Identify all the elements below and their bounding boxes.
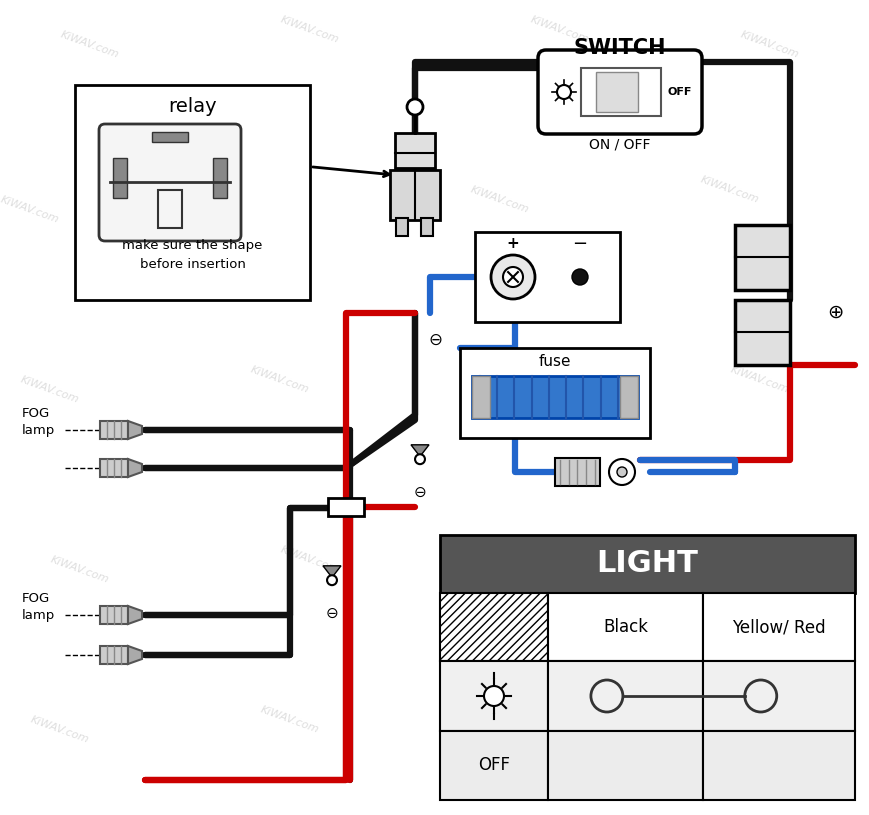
Circle shape (327, 575, 336, 585)
Text: make sure the shape
before insertion: make sure the shape before insertion (123, 239, 262, 271)
Text: OFF: OFF (667, 87, 692, 97)
Circle shape (608, 459, 634, 485)
Text: KiWAV.com: KiWAV.com (699, 174, 760, 205)
Text: OFF: OFF (477, 756, 509, 774)
Bar (472, 376, 637, 418)
Bar (547, 661, 702, 731)
Bar (328, 498, 363, 516)
Circle shape (483, 686, 503, 706)
Text: KiWAV.com: KiWAV.com (748, 544, 810, 575)
Text: KiWAV.com: KiWAV.com (59, 30, 121, 60)
Bar (702, 731, 854, 800)
Text: ⊖: ⊖ (413, 484, 426, 500)
Bar (152, 132, 188, 142)
Text: KiWAV.com: KiWAV.com (519, 555, 580, 585)
Bar (389, 170, 440, 220)
Text: ⊕: ⊕ (826, 302, 842, 321)
Text: Yellow/ Red: Yellow/ Red (732, 618, 825, 636)
Polygon shape (410, 445, 428, 456)
Bar (472, 376, 489, 418)
Text: KiWAV.com: KiWAV.com (488, 375, 550, 405)
Bar (100, 646, 128, 664)
Text: −: − (572, 235, 587, 253)
Circle shape (571, 269, 587, 285)
Text: FOG
lamp: FOG lamp (22, 592, 56, 622)
Bar (547, 731, 702, 800)
Bar (75, 85, 309, 300)
Bar (113, 158, 127, 198)
Bar (734, 300, 789, 365)
Circle shape (407, 99, 422, 115)
Circle shape (556, 85, 570, 99)
FancyBboxPatch shape (99, 124, 241, 241)
Circle shape (502, 267, 522, 287)
Bar (440, 535, 854, 593)
FancyBboxPatch shape (537, 50, 701, 134)
Bar (702, 593, 854, 661)
Bar (595, 72, 637, 112)
Bar (440, 661, 547, 731)
Text: LIGHT: LIGHT (596, 549, 698, 579)
Text: SWITCH: SWITCH (573, 38, 666, 58)
Bar (580, 68, 660, 116)
Text: Black: Black (602, 618, 647, 636)
Text: KiWAV.com: KiWAV.com (0, 195, 61, 225)
Bar (460, 348, 649, 438)
Bar (440, 731, 547, 800)
Bar (100, 606, 128, 624)
Text: fuse: fuse (538, 355, 571, 369)
Bar (474, 232, 620, 322)
Polygon shape (128, 646, 142, 664)
Circle shape (744, 680, 776, 712)
Bar (395, 133, 434, 168)
Bar (734, 225, 789, 290)
Text: KiWAV.com: KiWAV.com (279, 15, 341, 46)
Text: KiWAV.com: KiWAV.com (259, 705, 321, 735)
Text: KiWAV.com: KiWAV.com (528, 15, 590, 46)
Text: KiWAV.com: KiWAV.com (739, 705, 799, 735)
Bar (440, 593, 547, 661)
Bar (547, 593, 702, 661)
Text: ⊖: ⊖ (325, 606, 338, 620)
Bar (421, 218, 433, 236)
Bar (213, 158, 227, 198)
Text: KiWAV.com: KiWAV.com (739, 30, 799, 60)
Text: KiWAV.com: KiWAV.com (279, 544, 341, 575)
Text: relay: relay (168, 98, 216, 117)
Text: KiWAV.com: KiWAV.com (50, 555, 110, 585)
Bar (554, 458, 600, 486)
Text: ON / OFF: ON / OFF (588, 138, 650, 152)
Text: KiWAV.com: KiWAV.com (728, 365, 790, 395)
Text: KiWAV.com: KiWAV.com (30, 715, 90, 745)
Text: ⚙: ⚙ (558, 86, 569, 99)
Polygon shape (128, 606, 142, 624)
Bar (100, 421, 128, 439)
Bar (395, 218, 408, 236)
Circle shape (616, 467, 627, 477)
Circle shape (490, 255, 534, 299)
Text: KiWAV.com: KiWAV.com (508, 715, 570, 745)
Text: FOG
lamp: FOG lamp (22, 407, 56, 437)
Circle shape (415, 454, 424, 465)
Polygon shape (128, 459, 142, 477)
Bar (158, 190, 182, 228)
Bar (100, 459, 128, 477)
Text: KiWAV.com: KiWAV.com (249, 365, 310, 395)
Text: KiWAV.com: KiWAV.com (229, 174, 290, 205)
Circle shape (590, 680, 622, 712)
Bar (620, 376, 637, 418)
Polygon shape (322, 566, 341, 578)
Text: ⊖: ⊖ (428, 331, 441, 349)
Bar (702, 661, 854, 731)
Text: KiWAV.com: KiWAV.com (19, 375, 81, 405)
Text: KiWAV.com: KiWAV.com (468, 185, 530, 215)
Text: +: + (506, 236, 519, 252)
Polygon shape (128, 421, 142, 439)
